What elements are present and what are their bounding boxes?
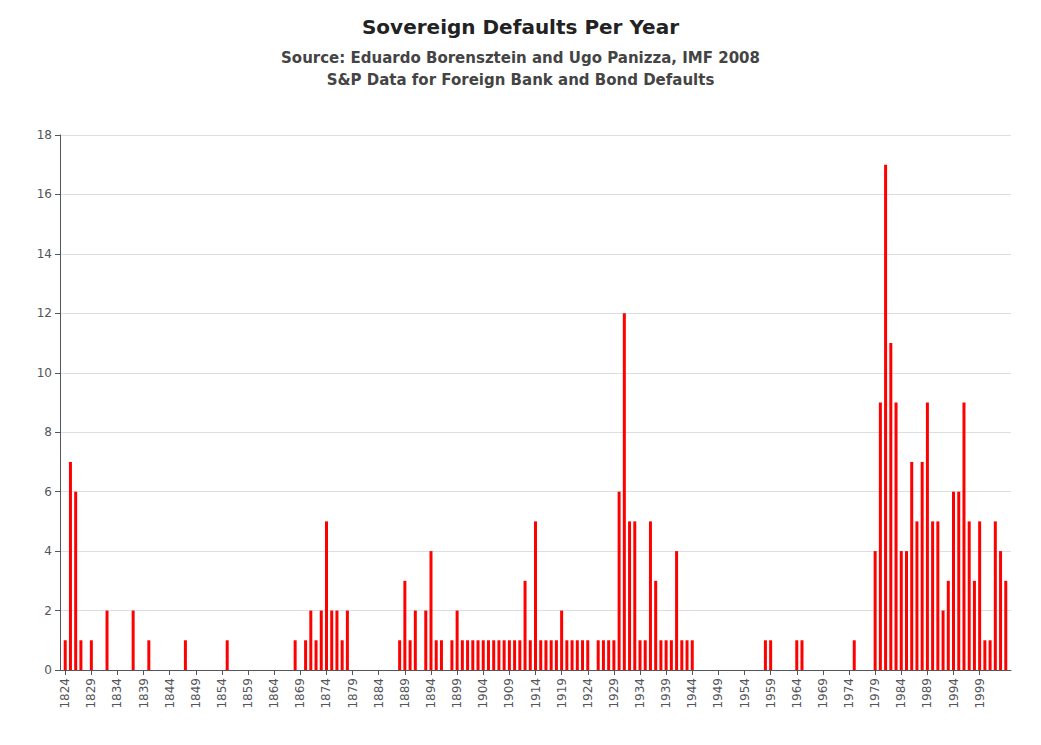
svg-text:1834: 1834 bbox=[110, 678, 124, 709]
svg-text:1994: 1994 bbox=[947, 678, 961, 709]
svg-text:1914: 1914 bbox=[529, 678, 543, 709]
svg-text:10: 10 bbox=[37, 366, 52, 380]
svg-text:1974: 1974 bbox=[842, 678, 856, 709]
svg-text:2: 2 bbox=[44, 604, 52, 618]
svg-text:1859: 1859 bbox=[241, 678, 255, 709]
svg-text:1959: 1959 bbox=[764, 678, 778, 709]
svg-text:1989: 1989 bbox=[920, 678, 934, 709]
svg-text:1909: 1909 bbox=[502, 678, 516, 709]
svg-text:16: 16 bbox=[37, 187, 52, 201]
svg-text:Sovereign Defaults Per Year: Sovereign Defaults Per Year bbox=[362, 15, 679, 39]
svg-text:1829: 1829 bbox=[84, 678, 98, 709]
svg-text:1944: 1944 bbox=[685, 678, 699, 709]
svg-text:1839: 1839 bbox=[137, 678, 151, 709]
svg-text:1929: 1929 bbox=[607, 678, 621, 709]
svg-text:1869: 1869 bbox=[293, 678, 307, 709]
svg-text:1964: 1964 bbox=[790, 678, 804, 709]
svg-text:0: 0 bbox=[44, 663, 52, 677]
svg-text:18: 18 bbox=[37, 128, 52, 142]
svg-text:1899: 1899 bbox=[450, 678, 464, 709]
svg-text:1854: 1854 bbox=[215, 678, 229, 709]
svg-text:1934: 1934 bbox=[633, 678, 647, 709]
svg-text:8: 8 bbox=[44, 425, 52, 439]
svg-text:1844: 1844 bbox=[163, 678, 177, 709]
svg-text:12: 12 bbox=[37, 306, 52, 320]
svg-text:1849: 1849 bbox=[189, 678, 203, 709]
svg-text:S&P Data for Foreign Bank and: S&P Data for Foreign Bank and Bond Defau… bbox=[327, 71, 715, 89]
svg-text:Source: Eduardo Borensztein an: Source: Eduardo Borensztein and Ugo Pani… bbox=[281, 49, 760, 67]
svg-text:1919: 1919 bbox=[555, 678, 569, 709]
svg-text:1949: 1949 bbox=[711, 678, 725, 709]
svg-text:1874: 1874 bbox=[319, 678, 333, 709]
svg-text:1894: 1894 bbox=[424, 678, 438, 709]
svg-text:1984: 1984 bbox=[894, 678, 908, 709]
svg-text:14: 14 bbox=[37, 247, 52, 261]
svg-text:1904: 1904 bbox=[476, 678, 490, 709]
svg-text:1889: 1889 bbox=[398, 678, 412, 709]
svg-text:1979: 1979 bbox=[868, 678, 882, 709]
svg-text:1824: 1824 bbox=[58, 678, 72, 709]
svg-text:1954: 1954 bbox=[738, 678, 752, 709]
svg-text:1884: 1884 bbox=[372, 678, 386, 709]
svg-text:1924: 1924 bbox=[581, 678, 595, 709]
svg-text:4: 4 bbox=[44, 544, 52, 558]
svg-text:1879: 1879 bbox=[346, 678, 360, 709]
svg-text:1969: 1969 bbox=[816, 678, 830, 709]
svg-text:1864: 1864 bbox=[267, 678, 281, 709]
svg-text:6: 6 bbox=[44, 485, 52, 499]
svg-text:1999: 1999 bbox=[973, 678, 987, 709]
svg-text:1939: 1939 bbox=[659, 678, 673, 709]
